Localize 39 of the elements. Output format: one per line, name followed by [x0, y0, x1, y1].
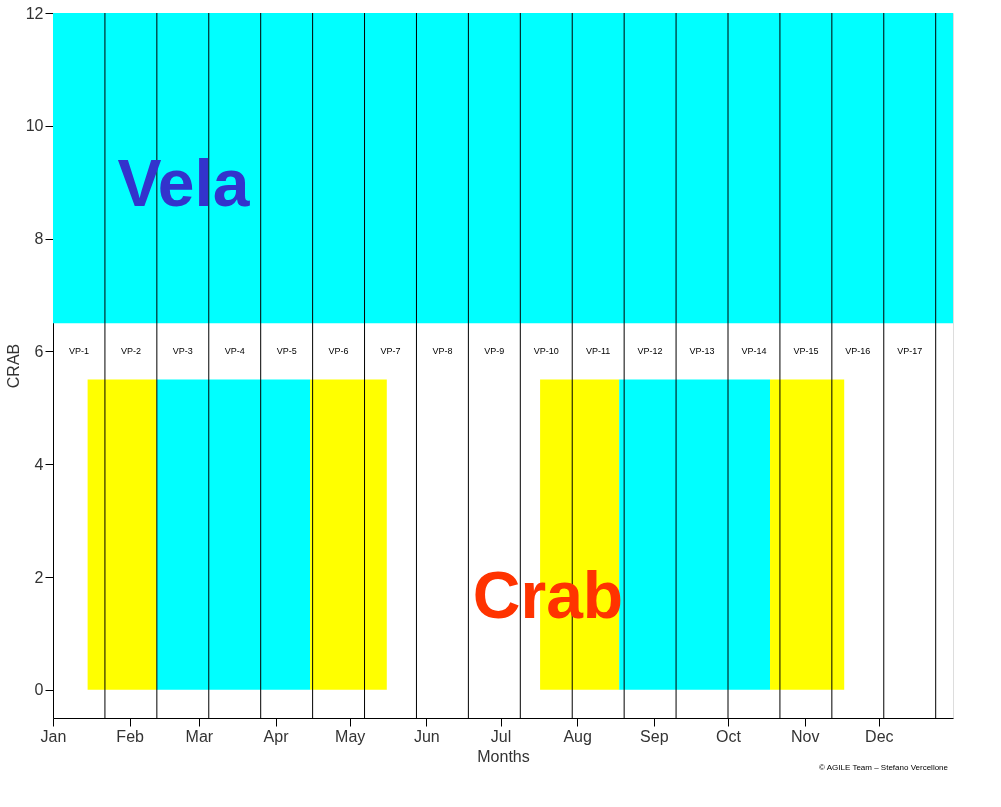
- annotation: VP-14: [741, 346, 767, 357]
- annotation: VP-10: [533, 346, 559, 357]
- y-tick-label: 10: [25, 117, 44, 135]
- text: © AGILE Team – Stefano Vercellone: [819, 763, 949, 772]
- annotation: VP-5: [276, 346, 297, 357]
- annotation: VP-7: [380, 346, 401, 357]
- annotation: VP-13: [689, 346, 715, 357]
- x-tick-label: Oct: [716, 727, 742, 745]
- annotation: VP-3: [172, 346, 193, 357]
- annotation: VP-9: [484, 346, 505, 357]
- annotation: VP-11: [586, 346, 611, 357]
- y-tick-label: 12: [25, 4, 44, 22]
- y-tick-label: 0: [34, 681, 44, 699]
- x-tick-label: Jun: [413, 727, 440, 745]
- x-tick-label: Jul: [490, 727, 512, 745]
- x-tick-label: Sep: [640, 727, 669, 745]
- annotation: VP-15: [793, 346, 819, 357]
- y-tick-label: 4: [34, 455, 44, 473]
- annotation: VP-12: [637, 346, 663, 357]
- y-tick-label: 8: [34, 230, 44, 248]
- y-tick-label: 6: [34, 342, 44, 360]
- annotation: VP-17: [897, 346, 923, 357]
- y-axis-title: CRAB: [4, 343, 22, 389]
- x-tick-label: Apr: [263, 727, 290, 745]
- annotation: VP-16: [845, 346, 871, 357]
- x-tick-label: Nov: [790, 727, 820, 745]
- y-tick-label: 2: [34, 568, 44, 586]
- x-tick-label: Feb: [116, 727, 145, 745]
- annotation: VP-2: [120, 346, 141, 357]
- x-tick-label: Mar: [185, 727, 214, 745]
- x-tick-label: Jan: [40, 727, 67, 745]
- annotation: VP-4: [224, 346, 245, 357]
- annotation: VP-6: [328, 346, 349, 357]
- x-tick-label: Dec: [865, 727, 894, 745]
- x-axis-title: Months: [477, 747, 530, 765]
- annotation: VP-8: [432, 346, 453, 357]
- x-tick-label: May: [335, 727, 366, 745]
- annotation: VP-1: [68, 346, 89, 357]
- x-tick-label: Aug: [563, 727, 592, 745]
